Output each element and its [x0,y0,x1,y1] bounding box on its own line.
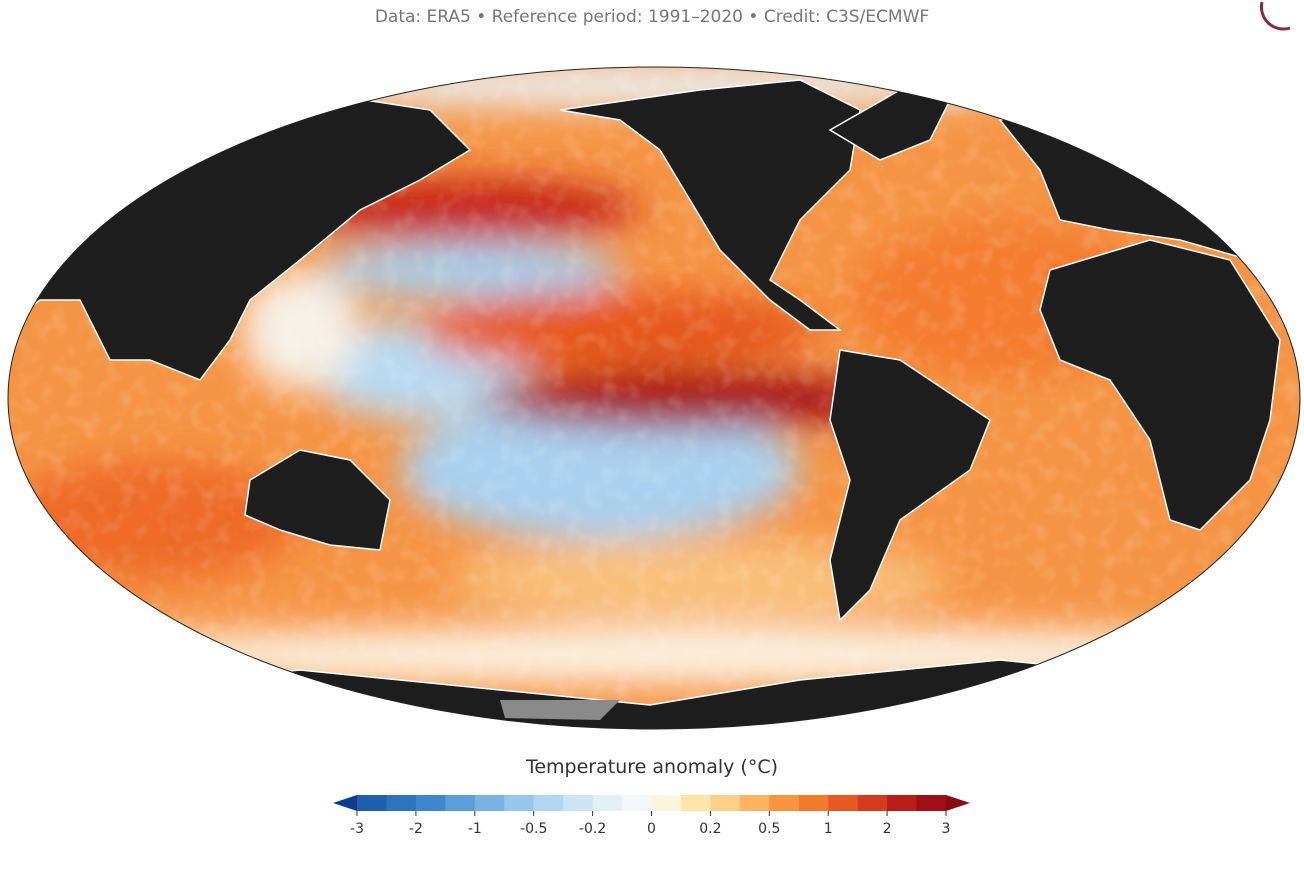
colorbar-box [563,795,594,811]
map-frame [7,66,1301,730]
colorbar-box [769,795,800,811]
colorbar-box [533,795,564,811]
colorbar-box [710,795,741,811]
colorbar-box [474,795,505,811]
colorbar-box [916,795,947,811]
colorbar-tick-label: 3 [942,821,951,837]
colorbar-tick-label: -2 [409,821,423,837]
colorbar-tick-label: 1 [824,821,833,837]
colorbar-title: Temperature anomaly (°C) [525,756,778,778]
colorbar-box [415,795,446,811]
colorbar-tick-label: 0 [647,821,656,837]
logo [1259,1,1291,31]
colorbar-box [592,795,623,811]
colorbar-box [739,795,770,811]
colorbar-tick-label: -3 [350,821,364,837]
colorbar-tick-label: -0.5 [520,821,547,837]
colorbar-box [357,795,387,811]
colorbar-box [445,795,476,811]
colorbar-box [504,795,535,811]
colorbar-box [651,795,682,811]
colorbar-box [887,795,918,811]
colorbar-box [828,795,859,811]
colorbar-tick-label: 0.5 [758,821,780,837]
colorbar-extend-low [333,795,357,811]
colorbar-tick-label: -0.2 [579,821,606,837]
colorbar-box [622,795,652,811]
subtitle: Data: ERA5 • Reference period: 1991–2020… [375,7,929,27]
colorbar-tick-label: 2 [883,821,892,837]
colorbar-tick-label: -1 [468,821,482,837]
colorbar-box [798,795,829,811]
colorbar-tick-label: 0.2 [699,821,721,837]
colorbar-box [857,795,888,811]
colorbar-extend-high [946,795,970,811]
map [8,67,1300,729]
colorbar-box [386,795,417,811]
colorbar-box [680,795,711,811]
